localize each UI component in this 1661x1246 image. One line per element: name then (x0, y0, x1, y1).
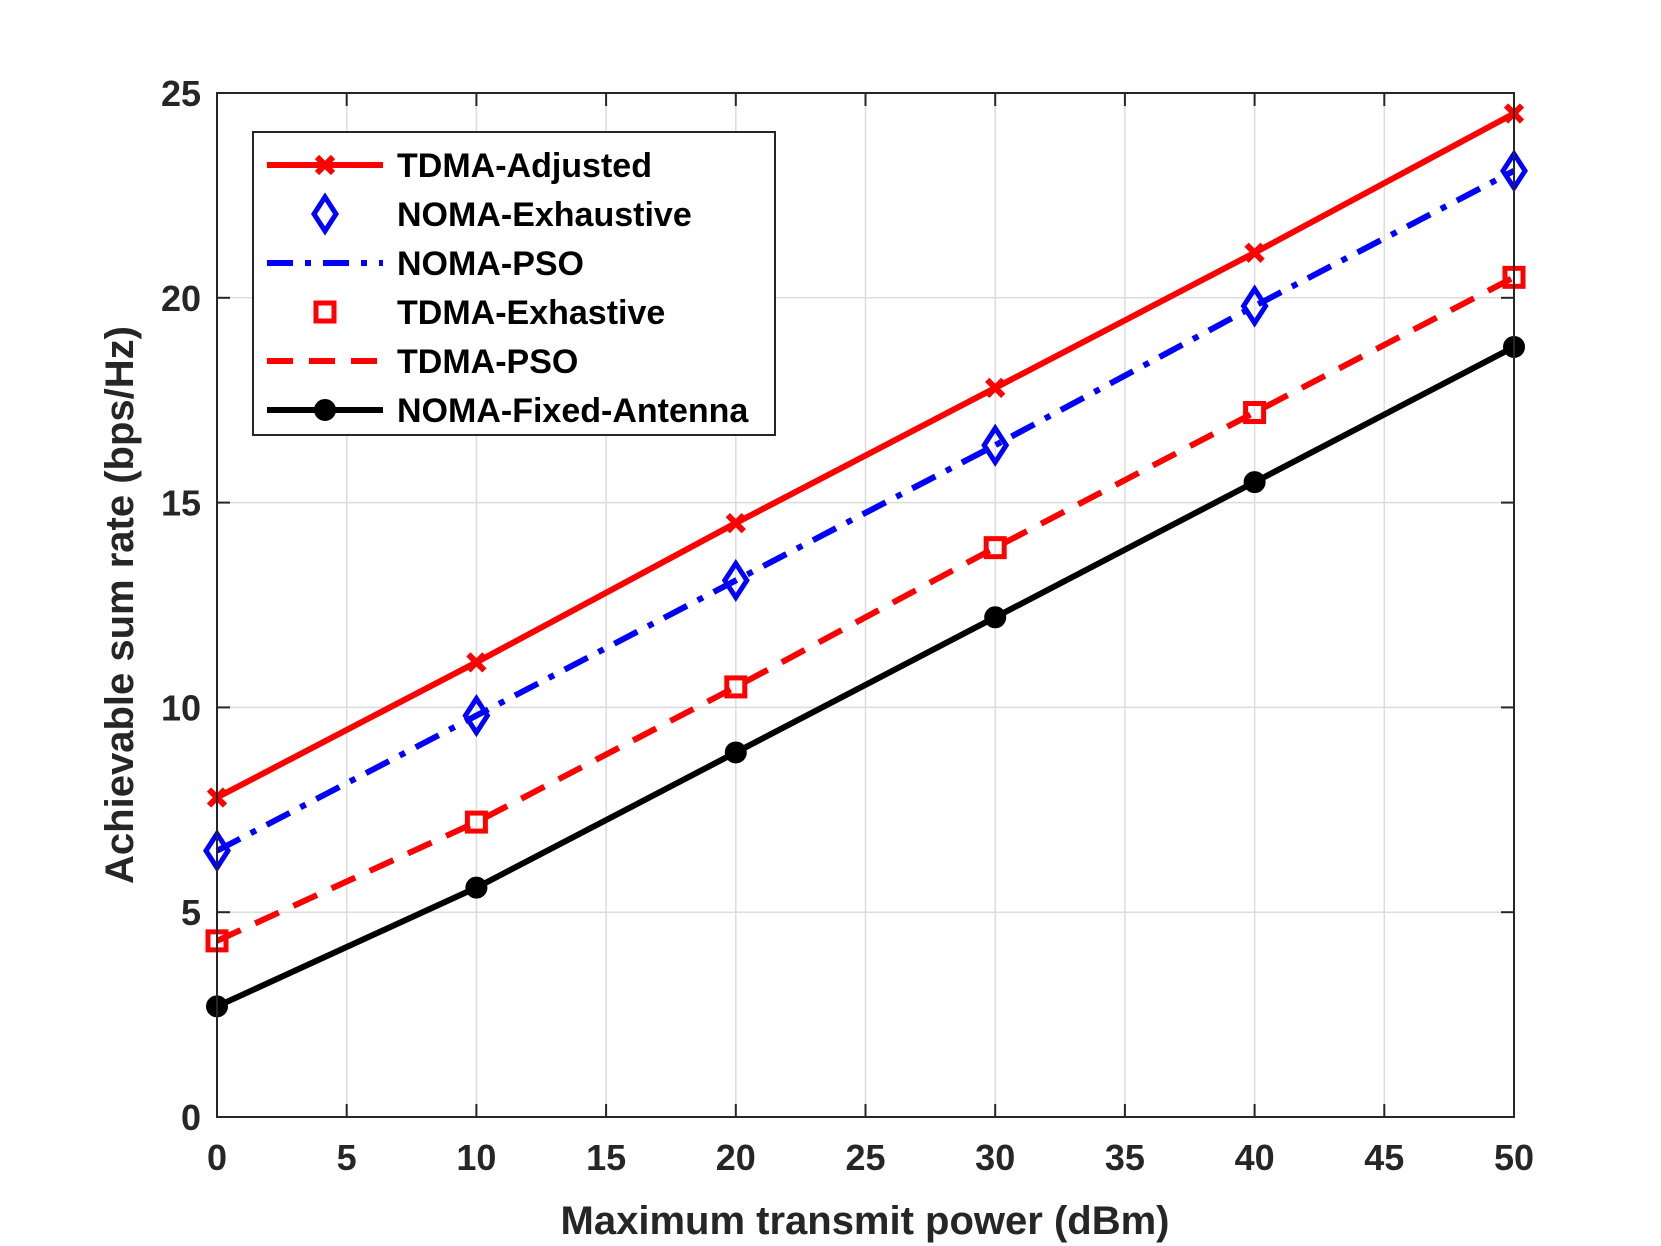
series-noma-pso (215, 168, 1516, 854)
legend-label: NOMA-Exhaustive (397, 196, 692, 234)
legend-item: TDMA-PSO (267, 343, 578, 381)
series-line (215, 110, 1516, 801)
legend-swatch-marker (311, 192, 339, 236)
legend-item: NOMA-PSO (267, 245, 584, 283)
y-tick-label: 10 (161, 687, 201, 728)
series-tdma-pso (215, 274, 1516, 944)
data-point (983, 536, 1007, 560)
legend-label: TDMA-PSO (397, 343, 578, 381)
x-tick-label: 25 (845, 1137, 885, 1178)
legend-item: NOMA-Exhaustive (311, 192, 692, 236)
y-axis-label: Achievable sum rate (bps/Hz) (98, 326, 142, 884)
y-tick-label: 20 (161, 278, 201, 319)
series-line (215, 168, 1516, 854)
legend-item: TDMA-Adjusted (267, 147, 652, 185)
data-point (1244, 242, 1265, 263)
data-point (724, 741, 747, 764)
data-point (1243, 471, 1266, 494)
x-tick-label: 45 (1364, 1137, 1404, 1178)
x-tick-label: 50 (1494, 1137, 1534, 1178)
x-tick-label: 30 (975, 1137, 1015, 1178)
legend-box (252, 131, 776, 436)
legend-item: TDMA-Exhastive (313, 294, 665, 332)
legend-item: NOMA-Fixed-Antenna (267, 392, 749, 430)
marker-stroke (1244, 242, 1265, 263)
marker-stroke (725, 512, 746, 534)
data-point (985, 377, 1006, 399)
legend-label: TDMA-Exhastive (397, 294, 665, 332)
legend-swatch-marker (313, 300, 337, 324)
data-point (465, 876, 488, 899)
y-tick-label: 25 (161, 73, 201, 114)
x-tick-label: 20 (716, 1137, 756, 1178)
legend-label: NOMA-PSO (397, 245, 584, 283)
data-point (724, 675, 748, 699)
legend-swatch-marker (314, 154, 336, 176)
series-line (215, 344, 1516, 1010)
series-layer (203, 103, 1528, 1018)
x-tick-label: 40 (1235, 1137, 1275, 1178)
data-point (466, 652, 487, 673)
marker-stroke (466, 652, 487, 673)
legend-label: NOMA-Fixed-Antenna (397, 392, 749, 430)
series-tdma-adjusted (206, 103, 1525, 808)
x-tick-label: 15 (586, 1137, 626, 1178)
y-tick-label: 15 (161, 483, 201, 524)
legend: TDMA-Adjusted NOMA-Exhaustive NOMA-PSO TDMA… (252, 131, 776, 436)
data-point (464, 810, 488, 834)
legend-swatch-marker (314, 399, 336, 421)
data-point (725, 512, 746, 534)
y-tick-label: 5 (181, 892, 201, 933)
x-tick-label: 35 (1105, 1137, 1145, 1178)
legend-label: TDMA-Adjusted (397, 147, 652, 185)
y-tick-label: 0 (181, 1097, 201, 1138)
data-point (984, 606, 1007, 629)
x-tick-label: 10 (456, 1137, 496, 1178)
tick-labels: 0 5 10 15 20 25 30 35 40 45 50 0 5 10 15 20 25 (161, 73, 1534, 1178)
x-axis-label: Maximum transmit power (dBm) (561, 1199, 1170, 1243)
x-tick-label: 5 (337, 1137, 357, 1178)
marker-stroke (314, 154, 336, 176)
data-point (981, 423, 1010, 467)
data-point (1243, 400, 1267, 424)
series-line (215, 274, 1516, 944)
x-tick-label: 0 (207, 1137, 227, 1178)
ticks (216, 92, 1515, 1118)
marker-stroke (985, 377, 1006, 399)
data-point (721, 558, 750, 603)
